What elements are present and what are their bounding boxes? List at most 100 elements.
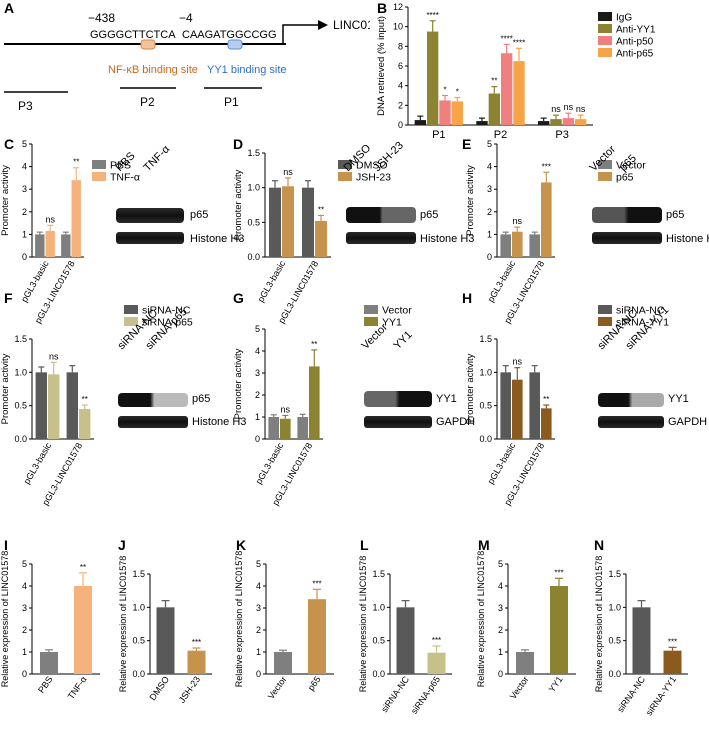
chart-b-bar <box>562 118 574 125</box>
chart-c-ytick-label: 0 <box>22 252 27 262</box>
panel-letter-k: K <box>236 537 247 553</box>
chart-f-ytick-label: 1.5 <box>14 334 27 344</box>
chart-n-ytick-label: 0.0 <box>608 669 621 679</box>
chart-l-ytick-label: 1.5 <box>372 569 385 579</box>
chart-b-bar <box>414 120 426 125</box>
blot-f-row-p65: p65 <box>192 393 211 405</box>
chart-k-bar <box>274 652 292 674</box>
chart-h-bar <box>512 379 523 439</box>
chart-g-ytick-label: 0 <box>255 434 260 444</box>
panel-letter-g: G <box>233 290 244 306</box>
panel-letter-a: A <box>4 0 15 16</box>
chart-i-ytick-label: 3 <box>22 603 27 613</box>
chart-m-ylabel: Relative expression of LINC01578 <box>476 551 486 688</box>
chart-f-legend-label: siRNA-NC <box>142 305 191 317</box>
chart-e-ytick-label: 2 <box>487 207 492 217</box>
chart-b-sig-label: **** <box>500 34 512 43</box>
panel-letter-m: M <box>478 537 490 553</box>
chart-h-sig-label: ** <box>543 395 549 404</box>
chart-h-ytick-label: 0.5 <box>479 401 492 411</box>
chart-g-legend-swatch <box>364 305 378 314</box>
chart-e-sig-label: *** <box>542 162 551 171</box>
panel-letter-j: J <box>118 537 126 553</box>
chart-b-ytick-label: 0 <box>398 120 403 130</box>
seq-yy1: CAAGATGGCCGG <box>182 29 277 41</box>
yy1-site-box <box>227 39 243 50</box>
panel-letter-f: F <box>4 290 13 306</box>
blot-c-band-h3 <box>116 232 184 244</box>
chart-i-bar <box>40 652 58 674</box>
chart-h-legend-label: siRNA-YY1 <box>616 317 669 329</box>
chart-c-bar <box>71 180 81 257</box>
blot-f-band-p65 <box>118 393 188 407</box>
chart-m-sig-label: *** <box>554 568 563 577</box>
chart-m-bar <box>550 586 568 674</box>
chart-l-category-label: siRNA-NC <box>379 674 411 714</box>
chart-g-bar <box>280 418 291 439</box>
chart-b-legend-swatch <box>598 36 612 45</box>
chart-m: 0 1 2 3 4 5 Relative expression of LINC01578 Ve… <box>476 551 576 701</box>
blot-d-row-p65: p65 <box>420 209 439 221</box>
chart-m-ytick-label: 1 <box>498 647 503 657</box>
panel-letter-d: D <box>233 136 244 152</box>
chart-c-bar <box>61 234 71 257</box>
blot-h-row-yy1: YY1 <box>668 393 689 405</box>
chart-b-sig-label: ns <box>576 104 586 114</box>
chart-j-bar <box>187 650 206 674</box>
chart-h-category-label: pGL3-basic <box>486 441 518 486</box>
chart-b-category-label: P2 <box>494 129 507 141</box>
panel-letter-i: I <box>4 537 8 553</box>
chart-b-ytick-label: 12 <box>393 2 403 12</box>
chart-k-bar <box>308 599 326 674</box>
chart-m-category-label: Vector <box>508 674 531 701</box>
chart-c-bar <box>35 234 45 257</box>
chart-f-bar <box>79 409 91 439</box>
chart-g-ytick-label: 2 <box>255 390 260 400</box>
blot-g-row-yy1: YY1 <box>436 393 457 405</box>
chart-e-bar <box>512 231 523 257</box>
chart-f-ytick-label: 1.0 <box>14 367 27 377</box>
chart-e-legend-label: Vector <box>616 160 646 172</box>
chart-e-legend-swatch <box>598 160 612 169</box>
chart-d-bar <box>302 187 314 257</box>
chart-g-ylabel: Promoter activity <box>233 348 244 419</box>
chart-n-bar <box>632 607 651 674</box>
chart-d-legend-swatch <box>338 160 352 169</box>
chart-e-ylabel: Promoter activity <box>465 165 476 236</box>
chart-b-ytick-label: 4 <box>398 81 403 91</box>
chart-d-ytick-label: 1.0 <box>247 183 260 193</box>
chart-b-ytick-label: 6 <box>398 61 403 71</box>
blot-f-row-h3: Histone H3 <box>192 416 247 428</box>
pos-minus438: −438 <box>88 11 115 25</box>
chart-b-legend-swatch <box>598 12 612 21</box>
chart-e-ytick-label: 3 <box>487 184 492 194</box>
chart-c-ylabel: Promoter activity <box>0 165 11 236</box>
chart-g-bar <box>268 417 279 439</box>
chart-l-bar <box>396 607 415 674</box>
chart-c-ytick-label: 3 <box>22 184 27 194</box>
chart-b-sig-label: ns <box>551 104 561 114</box>
chart-b-legend-swatch <box>598 24 612 33</box>
chart-d-legend-swatch <box>338 172 352 181</box>
chart-f-bar <box>35 372 47 439</box>
chart-c-bar <box>45 231 55 257</box>
chart-k-ytick-label: 2 <box>256 625 261 635</box>
chart-i-ylabel: Relative expression of LINC01578 <box>0 551 10 688</box>
yy1-site-label: YY1 binding site <box>207 64 287 76</box>
chart-e-category-label: pGL3-basic <box>486 259 518 304</box>
chart-f-bar <box>48 374 60 439</box>
chart-d-sig-label: ns <box>283 167 293 177</box>
chart-j: 0.0 0.5 1.0 1.5 Relative expression of LINC0… <box>118 556 212 705</box>
chart-n-ytick-label: 0.5 <box>608 636 621 646</box>
chart-d-ytick-label: 0.0 <box>247 252 260 262</box>
blot-h-band-yy1 <box>598 393 664 407</box>
blot-e-row-p65: p65 <box>666 209 685 221</box>
chart-c-legend-label: TNF-α <box>110 172 140 184</box>
chart-d-sig-label: ** <box>318 205 324 214</box>
chart-d-bar <box>315 220 327 257</box>
chart-g-legend-label: Vector <box>382 305 412 317</box>
chart-m-ytick-label: 0 <box>498 669 503 679</box>
chart-m-category-label: YY1 <box>547 674 565 694</box>
chart-c-ytick-label: 5 <box>22 139 27 149</box>
